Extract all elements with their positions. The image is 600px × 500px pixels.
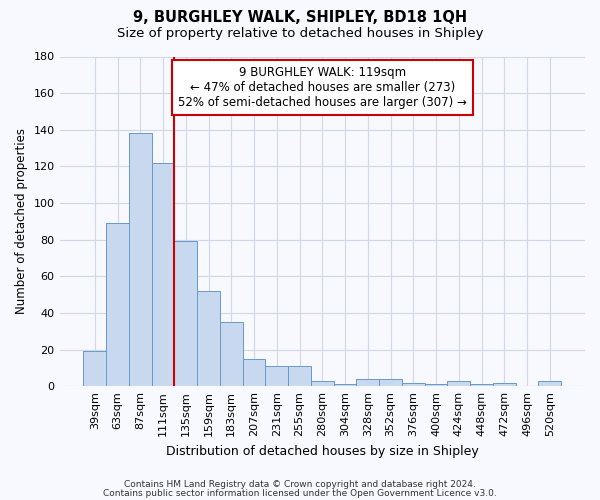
Text: 9, BURGHLEY WALK, SHIPLEY, BD18 1QH: 9, BURGHLEY WALK, SHIPLEY, BD18 1QH xyxy=(133,10,467,25)
Bar xyxy=(175,242,197,386)
Bar xyxy=(265,366,288,386)
Text: Contains HM Land Registry data © Crown copyright and database right 2024.: Contains HM Land Registry data © Crown c… xyxy=(124,480,476,489)
Bar xyxy=(83,352,106,386)
Bar xyxy=(129,134,152,386)
Bar xyxy=(334,384,356,386)
Y-axis label: Number of detached properties: Number of detached properties xyxy=(15,128,28,314)
Bar xyxy=(402,382,425,386)
Text: Contains public sector information licensed under the Open Government Licence v3: Contains public sector information licen… xyxy=(103,489,497,498)
Bar xyxy=(220,322,242,386)
X-axis label: Distribution of detached houses by size in Shipley: Distribution of detached houses by size … xyxy=(166,444,479,458)
Bar xyxy=(538,380,561,386)
Bar xyxy=(311,380,334,386)
Bar xyxy=(379,379,402,386)
Bar xyxy=(197,291,220,386)
Text: 9 BURGHLEY WALK: 119sqm
← 47% of detached houses are smaller (273)
52% of semi-d: 9 BURGHLEY WALK: 119sqm ← 47% of detache… xyxy=(178,66,467,110)
Bar xyxy=(493,382,515,386)
Bar xyxy=(425,384,448,386)
Bar xyxy=(448,380,470,386)
Bar xyxy=(152,162,175,386)
Bar xyxy=(288,366,311,386)
Bar xyxy=(106,223,129,386)
Text: Size of property relative to detached houses in Shipley: Size of property relative to detached ho… xyxy=(117,28,483,40)
Bar xyxy=(356,379,379,386)
Bar xyxy=(242,358,265,386)
Bar xyxy=(470,384,493,386)
